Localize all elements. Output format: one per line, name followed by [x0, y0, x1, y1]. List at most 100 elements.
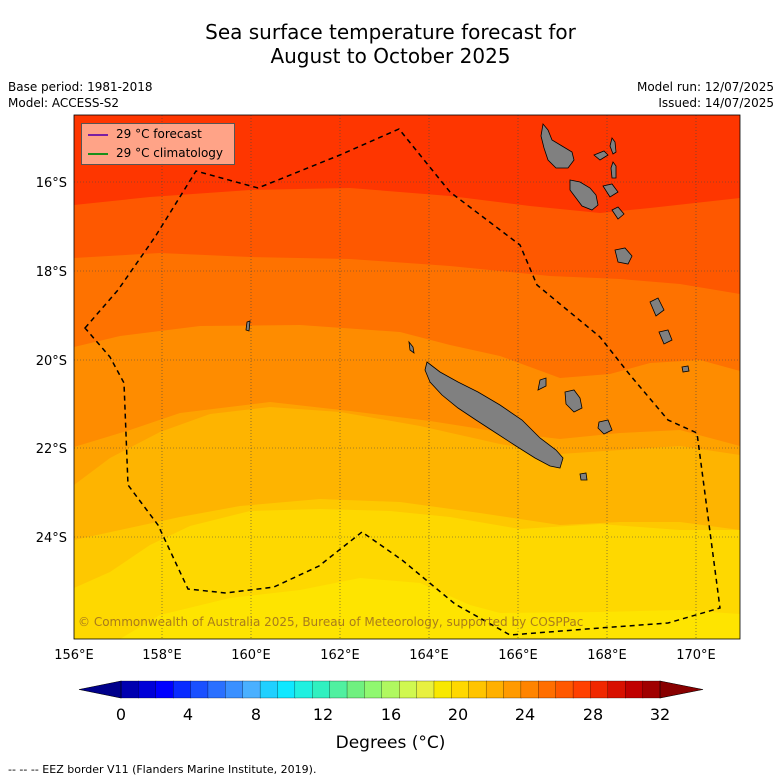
lon-label-156: 156°E — [54, 648, 94, 663]
colorbar-segment — [225, 680, 244, 699]
colorbar-segment — [155, 680, 174, 699]
vanuatu-islet-3-land — [611, 206, 625, 220]
colorbar-segment — [346, 680, 366, 699]
climatology-line-swatch — [88, 152, 108, 155]
sst-bands — [74, 115, 740, 639]
copyright-notice: © Commonwealth of Australia 2025, Bureau… — [78, 615, 583, 629]
lon-axis-labels: 156°E 158°E 160°E 162°E 164°E 166°E 168°… — [54, 648, 716, 663]
colorbar-segment — [503, 680, 522, 699]
colorbar-tick-12: 12 — [313, 705, 333, 724]
vanuatu-ambrym-land — [610, 161, 617, 179]
legend-climatology-label: 29 °C climatology — [116, 146, 224, 160]
colorbar-segment — [364, 680, 383, 699]
eez-border — [84, 128, 721, 636]
colorbar-segment — [416, 680, 435, 699]
model-run-label: Model run: 12/07/2025 — [636, 80, 774, 94]
colorbar-ticks: 0 4 8 12 16 20 24 28 32 — [116, 705, 670, 724]
lon-label-168: 168°E — [587, 648, 627, 663]
lon-label-158: 158°E — [142, 648, 182, 663]
lat-label-22s: 22°S — [36, 442, 67, 457]
lat-label-24s: 24°S — [36, 531, 67, 546]
lat-axis-labels: 16°S 18°S 20°S 22°S 24°S — [36, 176, 67, 546]
map-legend: 29 °C forecast 29 °C climatology — [81, 123, 235, 165]
colorbar-segment — [590, 680, 609, 699]
colorbar-segment — [120, 680, 140, 699]
loyalty-lifou-land — [564, 389, 583, 413]
colorbar-segment — [329, 680, 348, 699]
colorbar-segment — [312, 680, 331, 699]
forecast-line-swatch — [88, 133, 108, 136]
loyalty-ouvea-land — [537, 377, 547, 391]
colorbar-segment — [625, 680, 644, 699]
colorbar-segment — [468, 680, 487, 699]
belep-islet-land — [408, 340, 415, 354]
legend-forecast-label: 29 °C forecast — [116, 127, 202, 141]
chart-title-line1: Sea surface temperature forecast for — [205, 20, 576, 44]
colorbar-tick-20: 20 — [448, 705, 468, 724]
chesterfield-islet-land — [245, 320, 251, 332]
colorbar-tick-24: 24 — [515, 705, 535, 724]
colorbar-segment — [207, 680, 226, 699]
colorbar-segment — [433, 680, 453, 699]
conway-islet-land — [681, 365, 690, 373]
eez-footnote: -- -- -- EEZ border V11 (Flanders Marine… — [8, 763, 317, 776]
colorbar-tick-0: 0 — [116, 705, 126, 724]
lat-label-16s: 16°S — [36, 176, 67, 191]
lon-label-164: 164°E — [409, 648, 449, 663]
colorbar-title: Degrees (°C) — [335, 733, 446, 753]
colorbar-segment — [173, 680, 192, 699]
colorbar-tick-4: 4 — [183, 705, 193, 724]
lon-label-162: 162°E — [320, 648, 360, 663]
colorbar-segment — [259, 680, 279, 699]
new-caledonia-land — [424, 361, 564, 469]
colorbar-segment — [138, 680, 157, 699]
lat-label-18s: 18°S — [36, 265, 67, 280]
colorbar-segment — [190, 680, 209, 699]
colorbar-min-extension — [78, 680, 122, 699]
colorbar-tick-8: 8 — [251, 705, 261, 724]
vanuatu-islet-2-land — [602, 183, 619, 198]
colorbar-segment — [485, 680, 505, 699]
vanuatu-islet-1-land — [593, 150, 609, 161]
colorbar-segment — [277, 680, 296, 699]
issued-label: Issued: 14/07/2025 — [658, 96, 774, 110]
grid-lines — [74, 115, 740, 639]
colorbar — [78, 680, 704, 699]
colorbar-segment — [294, 680, 313, 699]
isle-of-pines-land — [579, 472, 588, 481]
colorbar-segment — [642, 680, 661, 699]
chart-title-line2: August to October 2025 — [270, 44, 511, 68]
lat-label-20s: 20°S — [36, 354, 67, 369]
colorbar-segment — [572, 680, 592, 699]
land-masses — [245, 123, 690, 481]
colorbar-segment — [607, 680, 626, 699]
vanuatu-malakula-land — [569, 179, 599, 211]
model-label: Model: ACCESS-S2 — [8, 96, 120, 110]
colorbar-segment — [555, 680, 574, 699]
colorbar-segment — [451, 680, 470, 699]
colorbar-tick-28: 28 — [583, 705, 603, 724]
colorbar-tick-32: 32 — [650, 705, 670, 724]
sst-band-8 — [120, 578, 740, 639]
vanuatu-pentecost-land — [609, 137, 617, 155]
vanuatu-espiritu-santo-land — [540, 123, 575, 169]
hunter-island-land — [658, 329, 673, 345]
colorbar-segment — [399, 680, 418, 699]
colorbar-segment — [538, 680, 557, 699]
loyalty-mare-land — [597, 419, 613, 435]
base-period-label: Base period: 1981-2018 — [8, 80, 153, 94]
colorbar-segment — [381, 680, 400, 699]
lon-label-166: 166°E — [498, 648, 538, 663]
colorbar-tick-16: 16 — [381, 705, 401, 724]
legend-row-forecast: 29 °C forecast — [88, 127, 202, 141]
colorbar-segment — [242, 680, 261, 699]
matthew-island-land — [649, 297, 665, 317]
lon-label-160: 160°E — [231, 648, 271, 663]
colorbar-segment — [520, 680, 539, 699]
vanuatu-efate-land — [614, 247, 633, 265]
legend-row-climatology: 29 °C climatology — [88, 146, 223, 160]
colorbar-max-extension — [659, 680, 704, 699]
map-frame — [73, 114, 741, 640]
lon-label-170: 170°E — [676, 648, 716, 663]
